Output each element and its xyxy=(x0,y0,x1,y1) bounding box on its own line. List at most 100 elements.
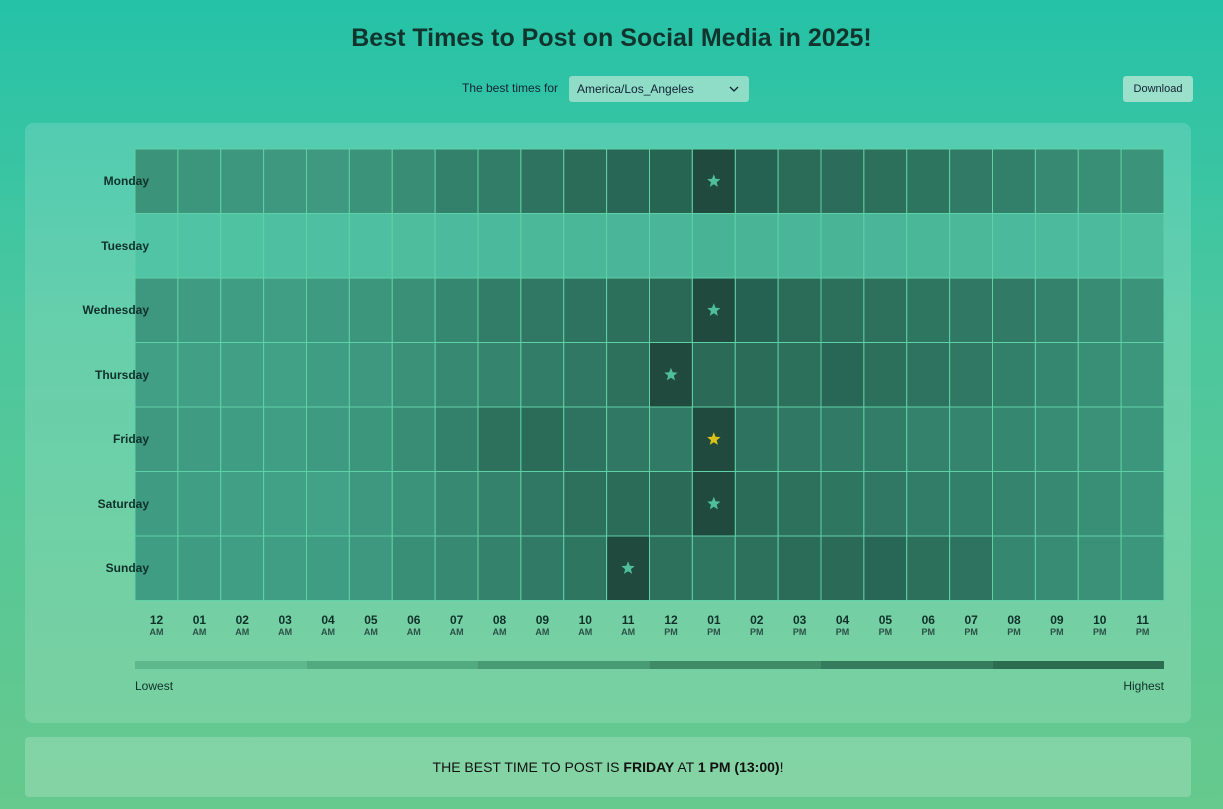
heatmap-cell[interactable] xyxy=(177,148,222,214)
heatmap-cell[interactable] xyxy=(563,406,608,472)
heatmap-cell[interactable] xyxy=(220,471,265,537)
heatmap-cell[interactable] xyxy=(734,213,779,279)
heatmap-cell[interactable] xyxy=(134,535,179,601)
heatmap-cell[interactable] xyxy=(563,471,608,537)
heatmap-cell[interactable] xyxy=(606,406,650,472)
heatmap-cell[interactable] xyxy=(263,148,307,214)
heatmap-cell[interactable] xyxy=(949,342,993,408)
heatmap-cell[interactable] xyxy=(477,471,522,537)
heatmap-cell[interactable] xyxy=(606,342,650,408)
heatmap-cell[interactable] xyxy=(949,535,993,601)
heatmap-cell[interactable] xyxy=(220,535,265,601)
heatmap-cell[interactable] xyxy=(348,471,393,537)
heatmap-cell[interactable] xyxy=(820,471,865,537)
heatmap-cell[interactable] xyxy=(906,342,951,408)
heatmap-cell[interactable] xyxy=(992,471,1036,537)
heatmap-cell[interactable] xyxy=(434,535,479,601)
heatmap-cell[interactable] xyxy=(649,471,693,537)
heatmap-cell[interactable] xyxy=(691,535,736,601)
heatmap-cell[interactable] xyxy=(992,213,1036,279)
heatmap-cell[interactable] xyxy=(1034,213,1079,279)
heatmap-cell[interactable] xyxy=(306,342,350,408)
heatmap-cell[interactable] xyxy=(306,535,350,601)
heatmap-cell[interactable] xyxy=(563,148,608,214)
heatmap-cell[interactable] xyxy=(992,342,1036,408)
heatmap-cell[interactable] xyxy=(949,277,993,343)
heatmap-cell[interactable] xyxy=(863,342,908,408)
heatmap-cell[interactable] xyxy=(1120,535,1165,601)
timezone-select[interactable]: America/Los_Angeles xyxy=(569,76,749,102)
heatmap-cell[interactable] xyxy=(906,148,951,214)
heatmap-cell[interactable] xyxy=(263,213,307,279)
heatmap-cell[interactable] xyxy=(1077,406,1122,472)
heatmap-cell[interactable] xyxy=(734,406,779,472)
heatmap-cell[interactable] xyxy=(348,535,393,601)
heatmap-cell[interactable] xyxy=(1034,148,1079,214)
heatmap-cell[interactable] xyxy=(1120,406,1165,472)
heatmap-cell[interactable] xyxy=(734,342,779,408)
heatmap-cell[interactable] xyxy=(1077,471,1122,537)
heatmap-cell[interactable] xyxy=(263,406,307,472)
heatmap-cell[interactable] xyxy=(391,471,436,537)
heatmap-cell[interactable] xyxy=(134,342,179,408)
heatmap-cell[interactable] xyxy=(177,471,222,537)
heatmap-cell[interactable] xyxy=(477,535,522,601)
heatmap-cell[interactable] xyxy=(434,471,479,537)
heatmap-cell[interactable] xyxy=(1034,471,1079,537)
heatmap-cell[interactable] xyxy=(434,148,479,214)
heatmap-cell[interactable] xyxy=(134,471,179,537)
heatmap-cell[interactable] xyxy=(477,148,522,214)
heatmap-cell[interactable] xyxy=(1120,471,1165,537)
heatmap-cell[interactable] xyxy=(134,406,179,472)
heatmap-cell[interactable] xyxy=(734,148,779,214)
heatmap-cell[interactable] xyxy=(434,277,479,343)
download-button[interactable]: Download xyxy=(1123,76,1193,102)
heatmap-cell[interactable] xyxy=(434,406,479,472)
heatmap-cell[interactable] xyxy=(606,148,650,214)
heatmap-cell[interactable] xyxy=(649,213,693,279)
heatmap-cell[interactable] xyxy=(1077,277,1122,343)
heatmap-cell[interactable] xyxy=(134,213,179,279)
heatmap-cell[interactable] xyxy=(777,342,822,408)
heatmap-cell[interactable] xyxy=(777,148,822,214)
heatmap-cell[interactable] xyxy=(563,213,608,279)
heatmap-cell[interactable] xyxy=(906,277,951,343)
heatmap-cell[interactable] xyxy=(477,277,522,343)
heatmap-cell[interactable] xyxy=(820,277,865,343)
heatmap-cell[interactable] xyxy=(177,535,222,601)
heatmap-cell[interactable] xyxy=(734,277,779,343)
heatmap-cell[interactable] xyxy=(263,535,307,601)
heatmap-cell[interactable] xyxy=(134,148,179,214)
heatmap-cell[interactable] xyxy=(391,342,436,408)
heatmap-cell[interactable] xyxy=(1077,535,1122,601)
heatmap-cell[interactable] xyxy=(520,277,565,343)
heatmap-cell[interactable] xyxy=(477,406,522,472)
heatmap-cell[interactable] xyxy=(1077,342,1122,408)
heatmap-cell[interactable] xyxy=(906,471,951,537)
heatmap-cell[interactable] xyxy=(863,148,908,214)
heatmap-cell[interactable] xyxy=(177,342,222,408)
best-slot-cell[interactable] xyxy=(691,277,736,343)
heatmap-cell[interactable] xyxy=(177,406,222,472)
heatmap-cell[interactable] xyxy=(949,213,993,279)
heatmap-cell[interactable] xyxy=(649,148,693,214)
heatmap-cell[interactable] xyxy=(306,277,350,343)
heatmap-cell[interactable] xyxy=(263,277,307,343)
heatmap-cell[interactable] xyxy=(220,342,265,408)
heatmap-cell[interactable] xyxy=(220,213,265,279)
heatmap-cell[interactable] xyxy=(177,277,222,343)
heatmap-cell[interactable] xyxy=(777,277,822,343)
heatmap-cell[interactable] xyxy=(863,406,908,472)
heatmap-cell[interactable] xyxy=(820,535,865,601)
heatmap-cell[interactable] xyxy=(992,148,1036,214)
heatmap-cell[interactable] xyxy=(649,535,693,601)
heatmap-cell[interactable] xyxy=(434,213,479,279)
heatmap-cell[interactable] xyxy=(306,213,350,279)
heatmap-cell[interactable] xyxy=(734,471,779,537)
heatmap-cell[interactable] xyxy=(1034,535,1079,601)
heatmap-cell[interactable] xyxy=(520,213,565,279)
heatmap-cell[interactable] xyxy=(434,342,479,408)
heatmap-cell[interactable] xyxy=(1034,406,1079,472)
heatmap-cell[interactable] xyxy=(520,535,565,601)
heatmap-cell[interactable] xyxy=(391,213,436,279)
